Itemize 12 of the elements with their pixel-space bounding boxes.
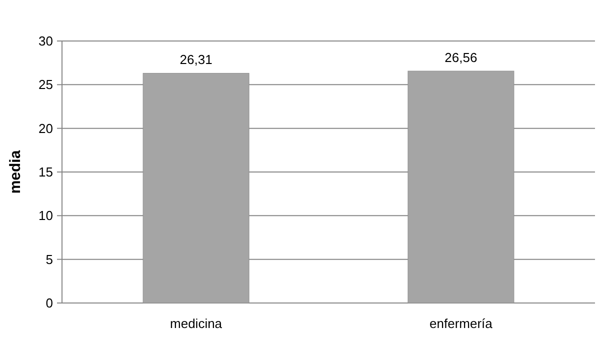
x-tick-label: medicina xyxy=(170,316,223,331)
data-label: 26,56 xyxy=(444,50,478,66)
y-tick-label: 10 xyxy=(38,208,53,224)
y-tick-label: 5 xyxy=(46,252,53,267)
y-tick-label: 30 xyxy=(38,34,53,49)
x-tick-label: enfermería xyxy=(430,316,494,331)
y-tick-label: 15 xyxy=(38,164,53,180)
data-label: 26,31 xyxy=(180,52,212,68)
y-tick-label: 25 xyxy=(38,77,53,92)
y-tick-label: 20 xyxy=(38,120,53,136)
y-tick-label: 0 xyxy=(46,296,53,311)
y-axis-title: media xyxy=(7,150,24,194)
